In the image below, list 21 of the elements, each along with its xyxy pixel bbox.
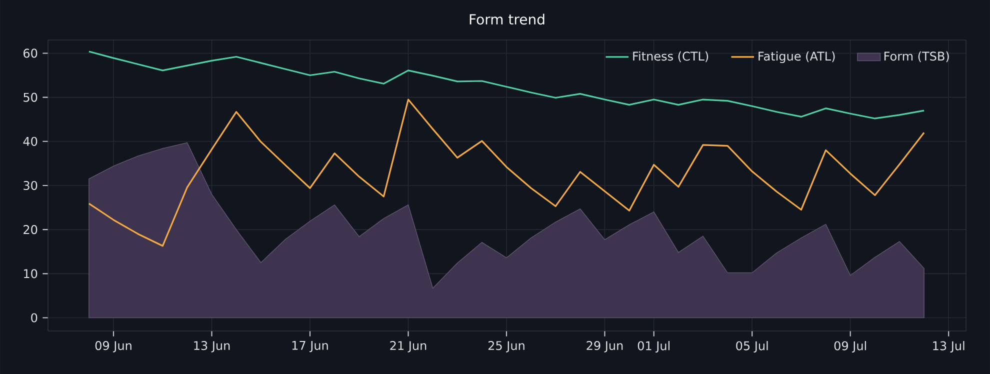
x-tick-label: 25 Jun (488, 341, 524, 352)
y-tick-label: 40 (23, 136, 38, 146)
x-tick-label: 13 Jun (194, 341, 230, 352)
y-tick-label: 20 (24, 225, 38, 234)
x-tick-label: 09 Jun (95, 341, 132, 352)
y-tick-label: 10 (24, 269, 38, 278)
x-tick-label: 17 Jun (292, 341, 328, 352)
x-tick-label: 05 Jul (736, 341, 768, 353)
legend-label: Form (TSB) (884, 51, 949, 62)
x-tick-label: 09 Jul (834, 341, 866, 353)
y-tick-label: 60 (24, 48, 38, 58)
x-tick-label: 29 Jun (586, 341, 623, 352)
y-tick-label: 30 (24, 180, 38, 190)
y-tick-label: 50 (24, 92, 38, 102)
x-tick-label: 21 Jun (390, 341, 426, 352)
y-tick-label: 0 (31, 313, 38, 322)
chart-title: Form trend (470, 14, 544, 25)
legend-label: Fitness (CTL) (633, 51, 708, 62)
legend-label: Fatigue (ATL) (758, 51, 835, 64)
x-tick-label: 13 Jul (933, 341, 964, 353)
x-tick-label: 01 Jul (638, 341, 670, 353)
